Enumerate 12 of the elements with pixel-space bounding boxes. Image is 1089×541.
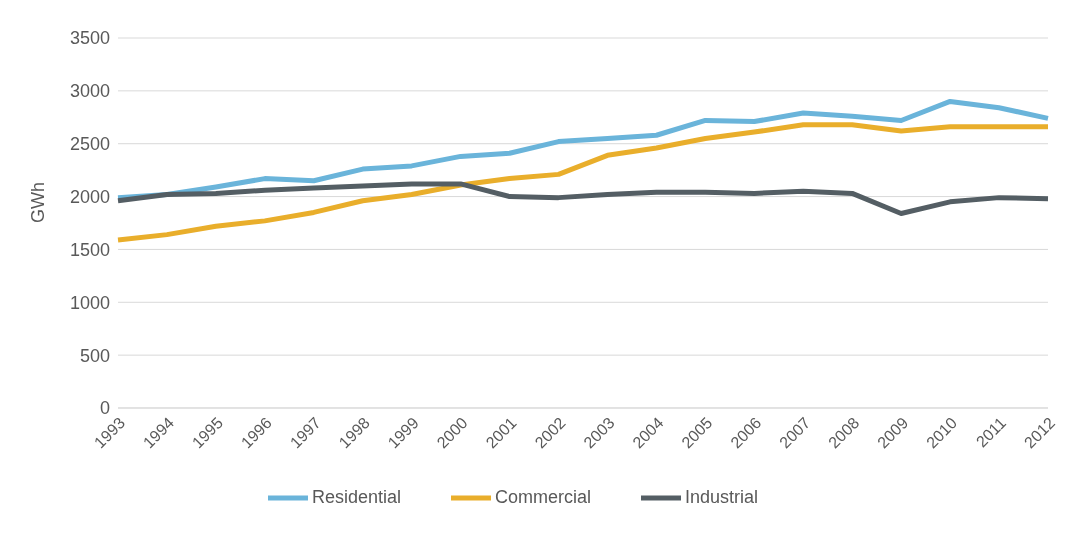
y-tick-label: 500 [79,345,110,366]
y-tick-label: 3500 [69,28,110,49]
legend-label: Commercial [495,486,592,507]
y-tick-label: 1500 [69,239,110,260]
legend-label: Industrial [685,486,759,507]
y-tick-label: 3000 [69,81,110,102]
y-tick-label: 2500 [69,134,110,155]
legend-label: Residential [311,486,401,507]
y-tick-label: 0 [99,398,110,419]
y-tick-label: 1000 [69,292,110,313]
y-axis-title: GWh [28,181,49,223]
y-tick-label: 2000 [69,186,110,207]
